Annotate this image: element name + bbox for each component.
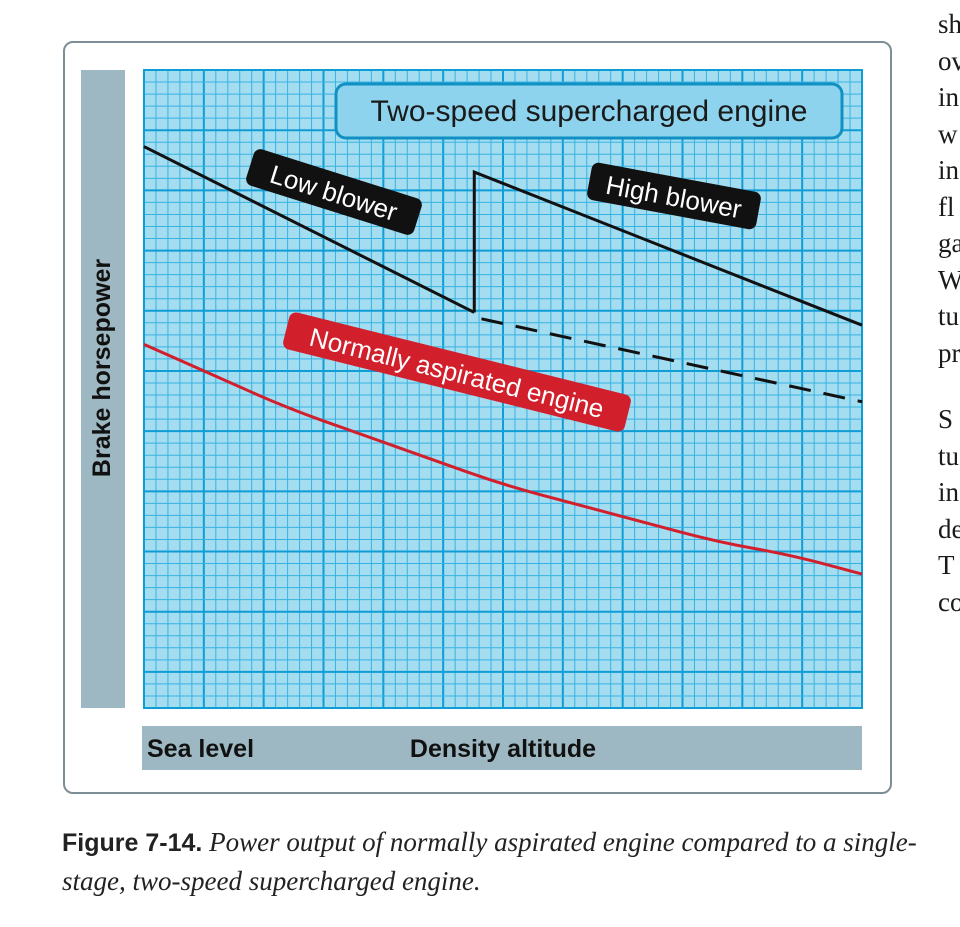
series-line-normally-aspirated-engine bbox=[143, 342, 863, 576]
body-text-line: in bbox=[938, 155, 960, 185]
normally-aspirated-tag-bg bbox=[283, 312, 631, 432]
body-text-line: de bbox=[938, 513, 960, 544]
body-text-line: ga bbox=[938, 228, 960, 258]
series-line-low-blower bbox=[143, 145, 475, 314]
figure-caption: Figure 7-14. Power output of normally as… bbox=[62, 823, 922, 900]
body-text-line: sh bbox=[938, 9, 960, 39]
body-text-line: S bbox=[938, 404, 954, 434]
body-text-line: fl bbox=[938, 191, 955, 222]
chart-title-box bbox=[334, 82, 844, 140]
y-axis-label: Brake horsepower bbox=[88, 259, 116, 477]
y-axis-bar bbox=[81, 70, 125, 708]
plot-border bbox=[143, 69, 863, 709]
series-line-low-blower-continued bbox=[481, 317, 863, 404]
body-text-line: w bbox=[938, 118, 958, 149]
series-line-high-blower bbox=[472, 169, 863, 327]
body-text-line: in bbox=[938, 477, 960, 507]
body-text-column: sh ov in w in fl ga W tu pr S tu in de T… bbox=[938, 6, 960, 620]
high-blower-tag-bg bbox=[587, 162, 761, 230]
body-text-line: T bbox=[938, 550, 955, 580]
chart-title: Two-speed supercharged engine bbox=[371, 95, 808, 128]
body-text-line: in bbox=[938, 82, 960, 112]
body-text-line: ov bbox=[938, 45, 960, 76]
body-text-line: tu bbox=[938, 301, 960, 331]
x-axis-bar bbox=[142, 726, 862, 770]
body-text-line: co bbox=[938, 586, 960, 617]
body-text-line: tu bbox=[938, 440, 960, 471]
caption-text: Power output of normally aspirated engin… bbox=[62, 827, 917, 896]
x-axis-start-label: Sea level bbox=[147, 735, 254, 763]
body-text-line: W bbox=[938, 264, 960, 295]
x-axis-label: Density altitude bbox=[410, 735, 596, 763]
low-blower-tag-bg bbox=[246, 149, 422, 235]
body-text-line: pr bbox=[938, 337, 960, 368]
caption-number: Figure 7-14. bbox=[62, 829, 203, 857]
